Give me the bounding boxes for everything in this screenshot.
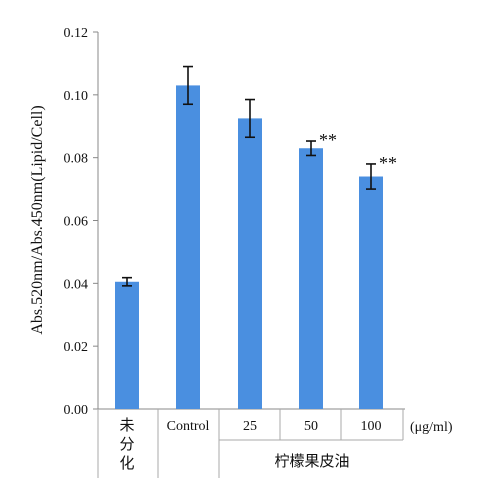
y-tick-label: 0.10 xyxy=(64,89,89,104)
x-tick-label-char: 分 xyxy=(119,436,134,453)
bar xyxy=(238,118,262,409)
x-tick-label: Control xyxy=(167,419,210,434)
group-label: 柠檬果皮油 xyxy=(274,453,349,470)
bar xyxy=(176,85,200,410)
x-tick-label: 100 xyxy=(361,419,382,434)
y-tick-label: 0.04 xyxy=(64,277,89,292)
bars xyxy=(115,85,383,410)
significance-mark: ** xyxy=(379,153,397,173)
significance-marks: ** ** xyxy=(319,130,397,173)
y-tick-label: 0.00 xyxy=(64,403,89,418)
bar xyxy=(115,281,139,409)
y-tick-label: 0.02 xyxy=(64,340,89,355)
y-tick-label: 0.12 xyxy=(64,26,89,41)
x-tick-label-char: 未 xyxy=(119,417,134,434)
y-ticks: 0.00 0.02 0.04 0.06 0.08 0.10 0.12 xyxy=(64,26,98,418)
y-axis-label: Abs.520nm/Abs.450nm(Lipid/Cell) xyxy=(29,105,46,334)
category-table-lines xyxy=(97,409,404,478)
error-bars xyxy=(122,65,376,287)
bar xyxy=(359,176,383,409)
x-tick-label-char: 化 xyxy=(119,455,134,472)
x-tick-label: 50 xyxy=(304,419,318,434)
x-unit-label: (μg/ml) xyxy=(410,420,453,435)
x-tick-labels: 未分化 Control 25 50 100 xyxy=(119,417,381,472)
y-tick-label: 0.08 xyxy=(64,152,89,167)
y-tick-label: 0.06 xyxy=(64,215,89,230)
bar xyxy=(299,148,323,409)
x-tick-label: 25 xyxy=(243,419,257,434)
significance-mark: ** xyxy=(319,130,337,150)
